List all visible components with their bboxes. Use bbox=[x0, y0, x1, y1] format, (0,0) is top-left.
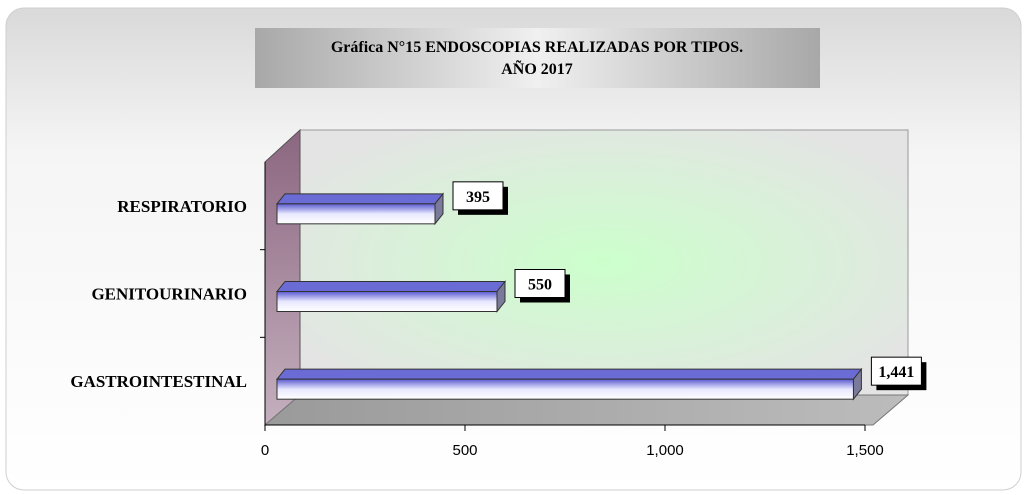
value-label: 395 bbox=[466, 189, 490, 206]
value-label: 1,441 bbox=[878, 364, 914, 381]
bar bbox=[276, 378, 854, 400]
bar-top bbox=[275, 368, 863, 380]
value-label-box bbox=[514, 269, 566, 298]
x-tick-label: 500 bbox=[452, 442, 477, 459]
x-tick-label: 1,000 bbox=[646, 442, 684, 459]
bar bbox=[276, 203, 436, 225]
bar bbox=[276, 291, 498, 312]
x-tick-label: 0 bbox=[261, 442, 269, 459]
title-box bbox=[255, 28, 820, 88]
chart-title: AÑO 2017 bbox=[501, 59, 573, 78]
x-tick-label: 1,500 bbox=[846, 442, 884, 459]
chart-title: Gráfica N°15 ENDOSCOPIAS REALIZADAS POR … bbox=[331, 39, 743, 56]
y-tick-label: GENITOURINARIO bbox=[91, 285, 247, 304]
back-wall bbox=[299, 129, 909, 396]
y-tick-label: GASTROINTESTINAL bbox=[70, 372, 247, 391]
value-label-box bbox=[870, 356, 922, 386]
value-label: 550 bbox=[528, 277, 552, 294]
bar-top bbox=[275, 281, 507, 292]
y-tick-label: RESPIRATORIO bbox=[117, 197, 247, 216]
bar-top bbox=[275, 193, 445, 205]
value-label-box bbox=[452, 181, 504, 211]
